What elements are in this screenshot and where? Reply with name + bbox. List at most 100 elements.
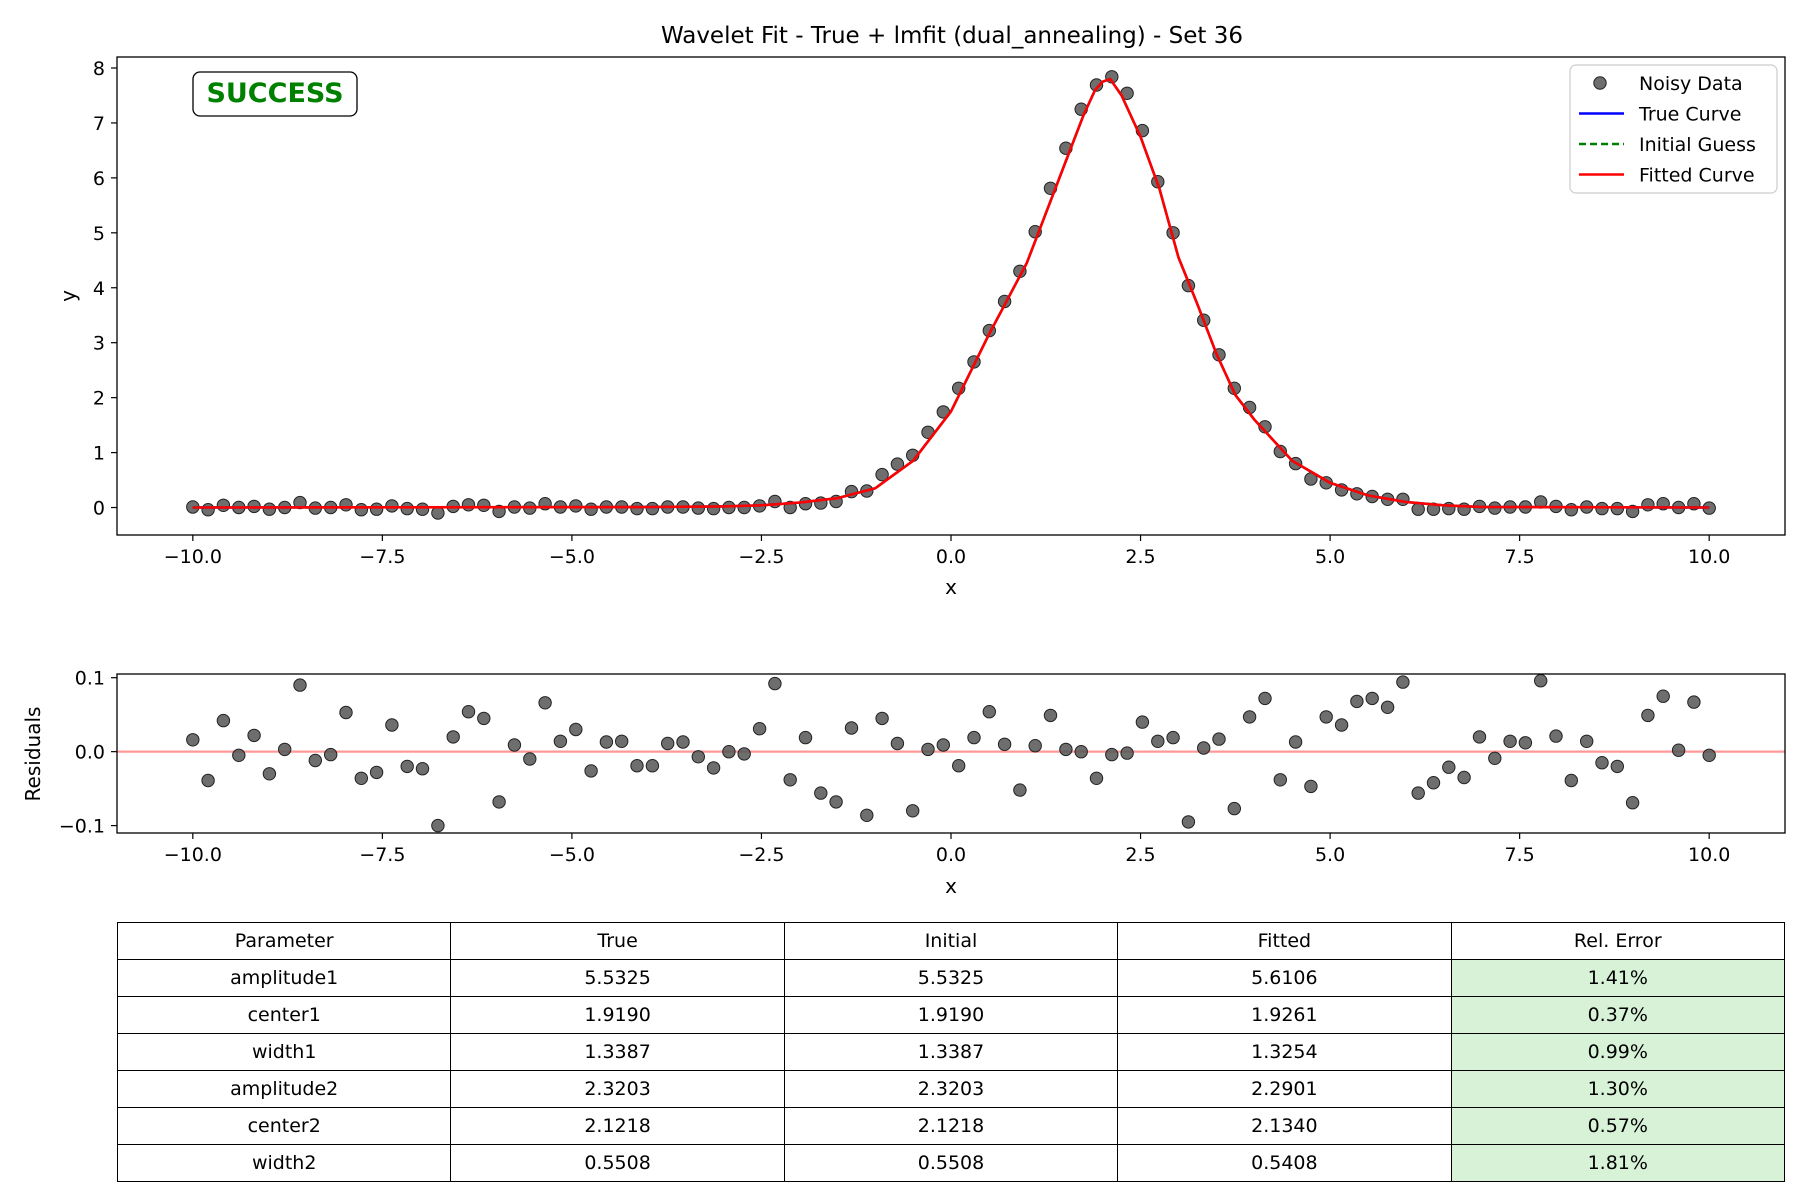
rel-error-cell: 1.41% (1450, 959, 1786, 997)
x-tick-label: −2.5 (738, 844, 784, 866)
residual-point (1120, 746, 1134, 760)
status-label: SUCCESS (206, 78, 343, 109)
residual-point (875, 711, 889, 726)
noisy-data-point (890, 457, 905, 471)
x-tick-label: −10.0 (164, 844, 222, 866)
residual-point (385, 718, 399, 732)
residual-point (752, 722, 767, 736)
residual-point (201, 773, 215, 788)
noisy-data-point (1595, 501, 1609, 516)
y-tick-label: 6 (93, 168, 105, 190)
residual-point (1702, 748, 1716, 762)
residuals-y-ticks: −0.1 0.0 0.1 (59, 668, 117, 838)
table-cell: 5.6106 (1117, 959, 1452, 997)
residual-point (844, 721, 859, 735)
residual-point (630, 759, 644, 773)
table-row: amplitude1 5.5325 5.5325 5.6106 1.41% (116, 959, 1786, 997)
x-tick-label: −2.5 (738, 546, 784, 568)
table-cell: 5.5325 (450, 959, 785, 997)
legend-label: Initial Guess (1639, 134, 1756, 156)
table-cell: 1.3387 (783, 1033, 1119, 1071)
residual-point (1641, 708, 1655, 723)
residual-point (1457, 770, 1471, 785)
residual-point (232, 748, 246, 762)
y-tick-label: 0.0 (75, 742, 105, 764)
table-cell: center2 (116, 1107, 452, 1145)
table-cell: 1.3387 (450, 1033, 785, 1071)
legend-noisy-data: Noisy Data (1593, 73, 1743, 95)
table-cell: 2.1218 (783, 1107, 1119, 1145)
residual-point (1212, 732, 1226, 746)
residual-point (1656, 689, 1670, 703)
residual-point (262, 767, 277, 781)
noisy-data-point (1411, 502, 1425, 516)
y-tick-label: 7 (93, 113, 105, 135)
x-tick-label: 2.5 (1125, 844, 1155, 866)
table-header-cell: Fitted (1117, 922, 1452, 960)
table-cell: 1.9261 (1117, 996, 1452, 1034)
x-tick-label: 10.0 (1688, 844, 1730, 866)
rel-error-cell: 0.37% (1450, 996, 1786, 1034)
residual-point (507, 738, 522, 752)
residual-point (1610, 759, 1625, 774)
residual-point (691, 750, 705, 764)
noisy-data-point (293, 495, 307, 510)
status-badge: SUCCESS (192, 71, 358, 117)
table-cell: amplitude1 (116, 959, 452, 997)
residual-point (324, 747, 338, 762)
noisy-data-point (691, 501, 705, 515)
residual-point (952, 759, 966, 773)
residual-point (890, 736, 905, 751)
x-tick-label: 2.5 (1125, 546, 1155, 568)
table-cell: 0.5408 (1117, 1144, 1452, 1182)
table-cell: 0.5508 (450, 1144, 785, 1182)
residual-point (1442, 760, 1456, 774)
noisy-data-point (415, 502, 430, 516)
table-cell: center1 (116, 996, 452, 1034)
residual-point (860, 808, 874, 822)
residual-point (1411, 786, 1425, 800)
residual-point (997, 737, 1012, 751)
table-cell: 0.5508 (783, 1144, 1119, 1182)
residual-point (369, 765, 384, 780)
y-tick-label: 0 (93, 498, 105, 520)
residual-point (1074, 745, 1088, 759)
residual-point (676, 735, 690, 749)
residual-point (1534, 674, 1548, 688)
legend-label: Noisy Data (1639, 73, 1743, 95)
fitted-curve-line (192, 77, 1710, 509)
legend-label: Fitted Curve (1639, 165, 1755, 187)
noisy-data-point (339, 498, 353, 512)
residual-point (967, 730, 981, 745)
noisy-data-point (645, 501, 660, 516)
residual-point (477, 711, 491, 726)
legend-initial-guess: Initial Guess (1579, 134, 1756, 156)
residual-point (783, 773, 797, 787)
residual-point (768, 676, 782, 691)
table-row: width1 1.3387 1.3387 1.3254 0.99% (116, 1033, 1786, 1071)
residual-point (553, 734, 568, 748)
noisy-data-point (1089, 78, 1104, 92)
table-header-cell: Initial (783, 922, 1119, 960)
table-cell: 1.9190 (450, 996, 785, 1034)
residual-point (906, 804, 920, 818)
rel-error-cell: 1.30% (1450, 1070, 1786, 1108)
residuals-y-label: Residuals (21, 707, 45, 802)
residual-point (216, 713, 231, 728)
curves-layer (192, 77, 1710, 509)
residual-points (186, 674, 1716, 833)
residual-point (1043, 708, 1058, 723)
y-tick-label: 3 (93, 333, 105, 355)
legend-marker (1593, 76, 1607, 90)
residual-point (308, 753, 322, 768)
residual-point (1105, 747, 1119, 762)
residual-point (1488, 751, 1502, 765)
residual-point (247, 728, 261, 743)
residual-point (1319, 710, 1333, 724)
residuals-x-label: x (945, 874, 957, 898)
y-tick-label: 8 (93, 58, 105, 80)
residual-point (936, 738, 950, 752)
noisy-data-point (584, 502, 598, 516)
x-tick-label: 0.0 (936, 546, 966, 568)
